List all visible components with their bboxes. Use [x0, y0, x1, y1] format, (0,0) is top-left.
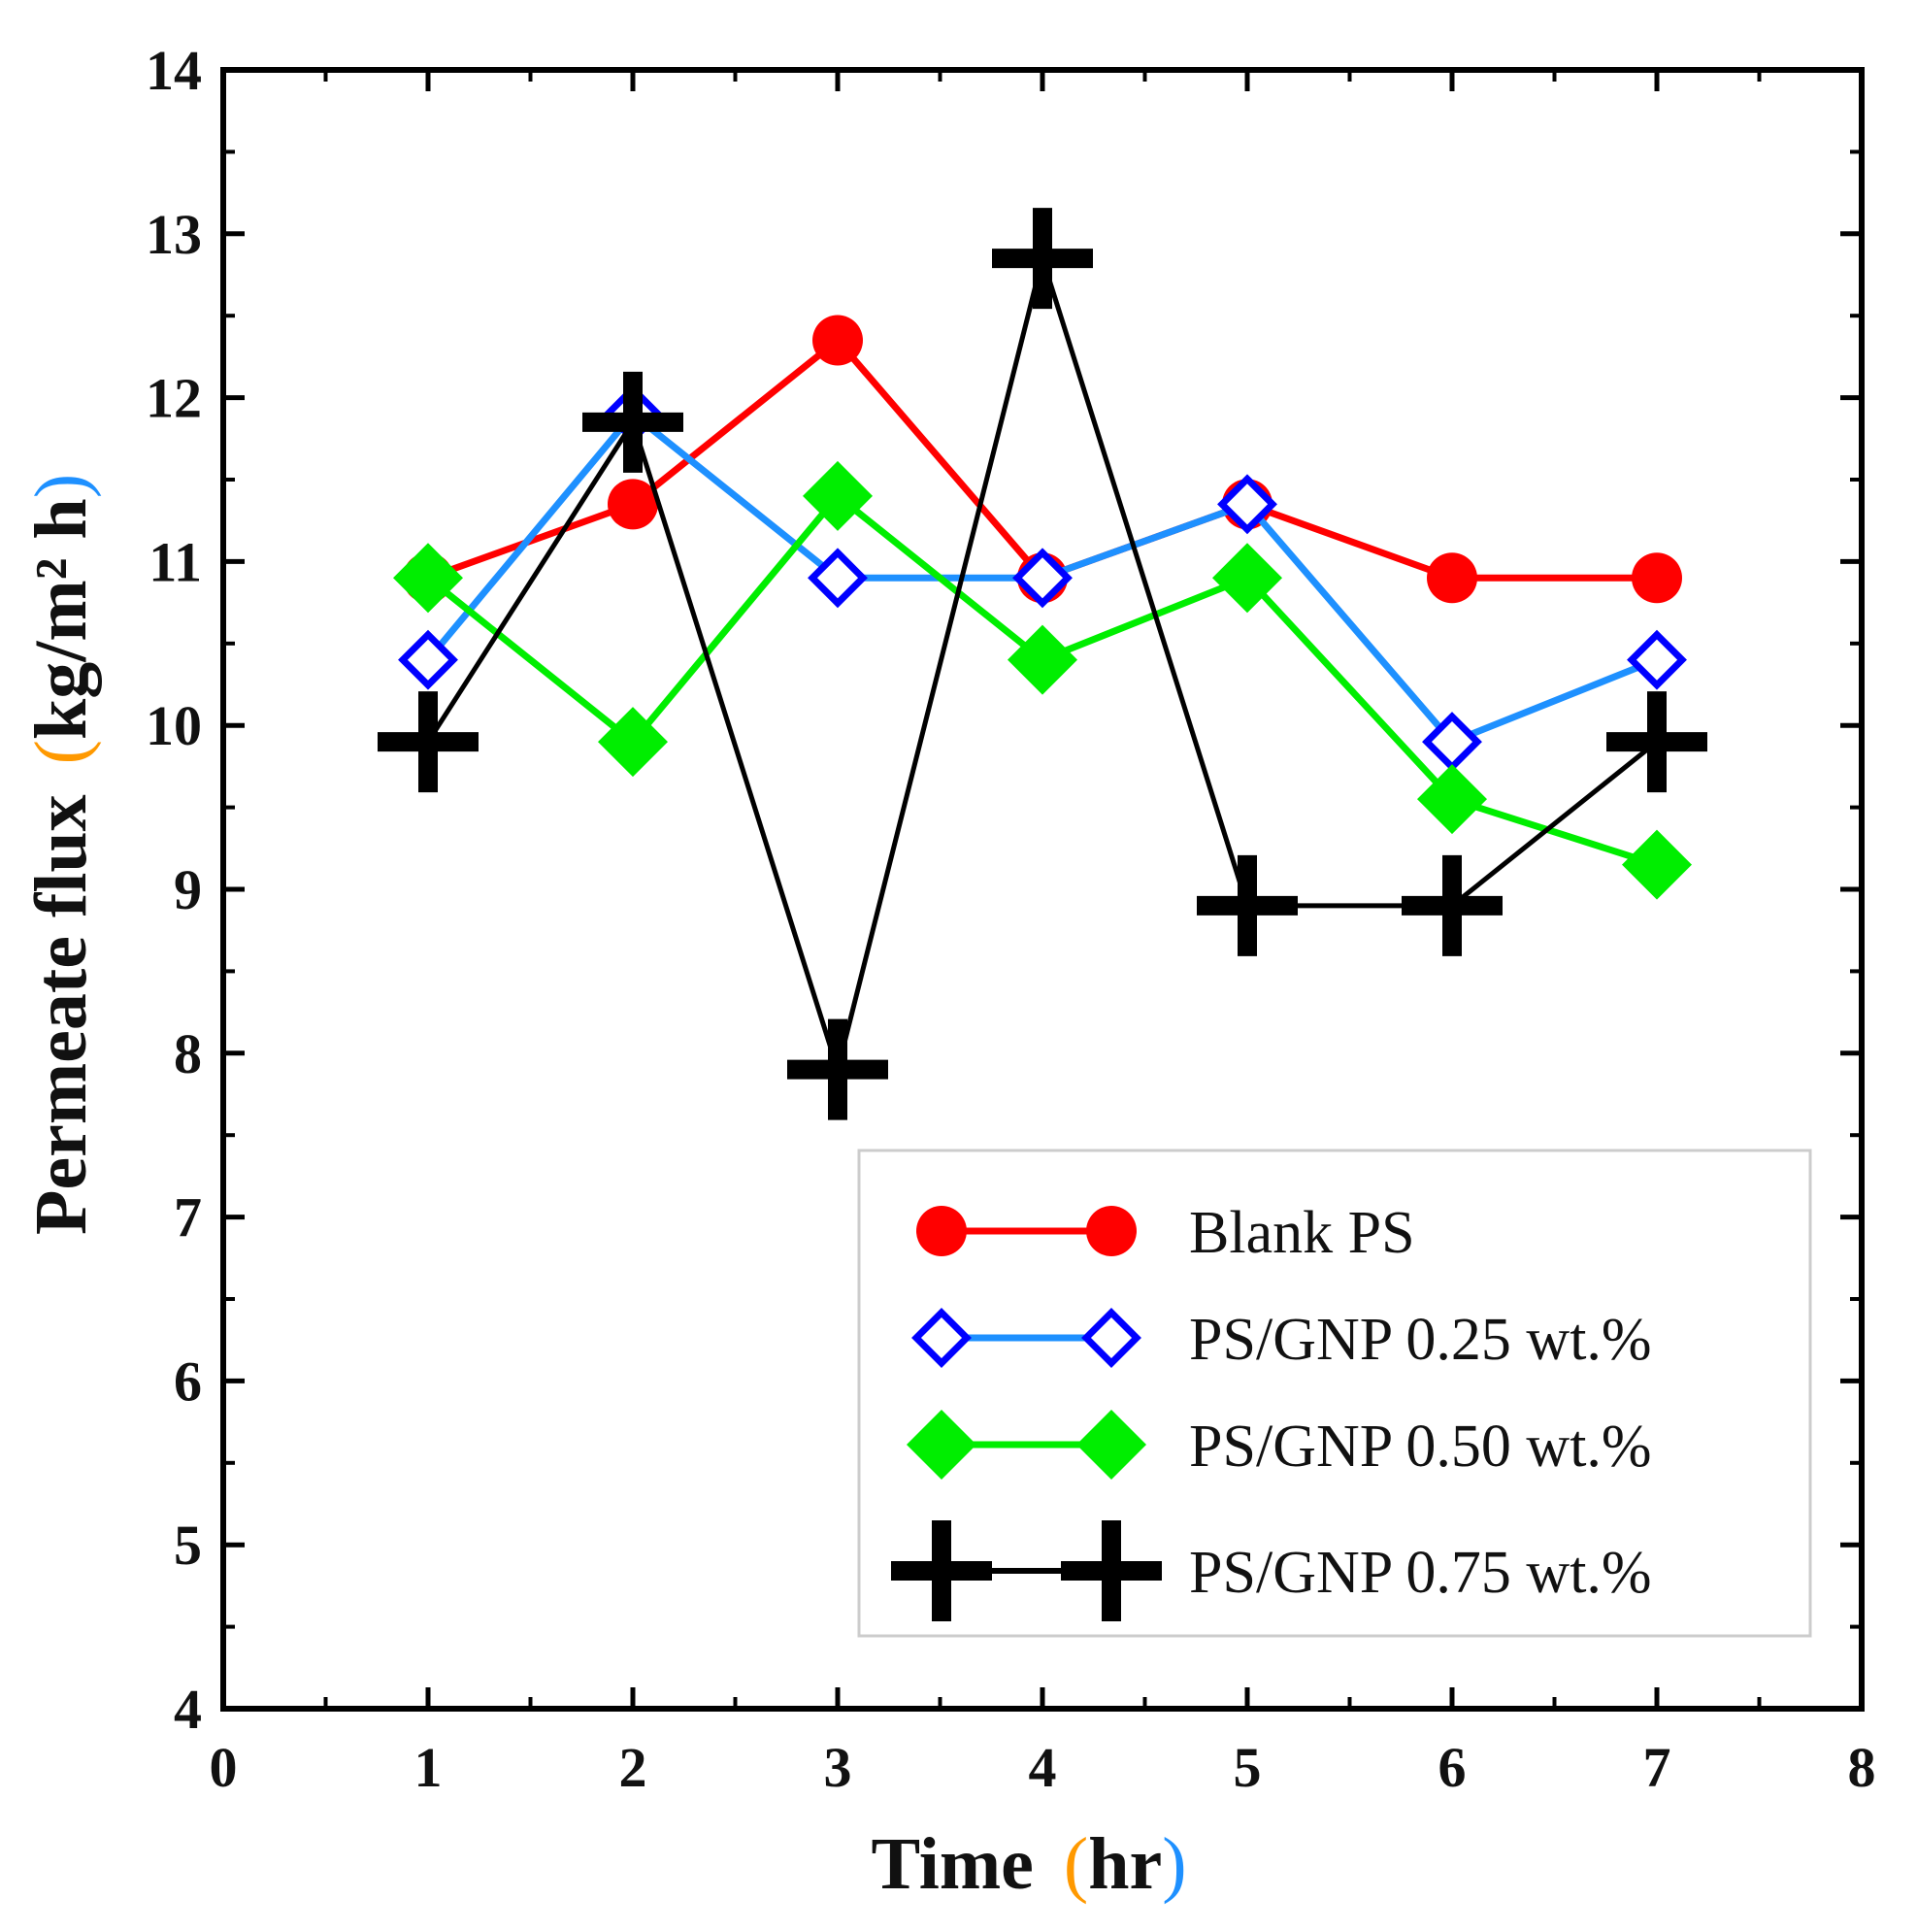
x-axis-label: Time — [871, 1823, 1033, 1905]
marker-diamond-open — [808, 548, 868, 609]
data-point — [598, 707, 668, 778]
data-point — [393, 543, 463, 614]
data-point — [1402, 854, 1503, 956]
legend-label: PS/GNP 0.75 wt.% — [1189, 1540, 1652, 1606]
data-point — [1008, 624, 1077, 695]
data-point — [378, 691, 479, 793]
marker-diamond — [1417, 764, 1487, 835]
series-3 — [393, 460, 1692, 900]
x-tick-label: 5 — [1234, 1736, 1262, 1799]
marker-circle — [812, 315, 863, 366]
x-tick-label: 8 — [1848, 1736, 1876, 1799]
data-point — [1217, 474, 1277, 535]
marker-diamond-open — [1217, 474, 1277, 535]
legend-item-1: Blank PS — [916, 1200, 1415, 1266]
legend-item-3: PS/GNP 0.50 wt.% — [907, 1410, 1652, 1480]
marker-diamond — [393, 543, 463, 614]
series-layer — [378, 208, 1707, 1120]
y-tick-label: 12 — [146, 367, 202, 430]
y-tick-label: 6 — [174, 1349, 202, 1413]
marker-circle — [1086, 1206, 1137, 1256]
data-point — [608, 479, 658, 530]
data-point — [812, 315, 863, 366]
data-point — [582, 371, 683, 473]
y-tick-label: 8 — [174, 1022, 202, 1085]
legend-label: Blank PS — [1189, 1200, 1415, 1266]
data-point — [803, 460, 873, 531]
series-4 — [378, 208, 1707, 1120]
data-point — [1197, 854, 1298, 956]
data-point — [787, 1018, 888, 1120]
marker-diamond — [803, 460, 873, 531]
data-point — [1606, 691, 1707, 793]
x-tick-label: 1 — [414, 1736, 443, 1799]
legend-label: PS/GNP 0.50 wt.% — [1189, 1414, 1652, 1480]
x-tick-label: 4 — [1029, 1736, 1057, 1799]
data-point — [1622, 829, 1692, 900]
y-axis-label: Permeate flux — [20, 794, 102, 1235]
y-tick-label: 4 — [174, 1678, 202, 1741]
marker-diamond — [907, 1410, 976, 1480]
marker-diamond — [1008, 624, 1077, 695]
marker-circle — [916, 1206, 967, 1256]
y-axis-title: Permeate flux (kg/m² h) — [20, 474, 102, 1235]
marker-diamond-open — [1012, 548, 1073, 609]
legend: Blank PS PS/GNP 0.25 wt.% PS/GNP 0.50 wt.%… — [857, 1149, 1812, 1638]
data-point — [808, 548, 868, 609]
x-axis-unit: hr — [1088, 1823, 1162, 1905]
marker-diamond — [1622, 829, 1692, 900]
series-line — [426, 335, 1657, 583]
x-tick-label: 0 — [210, 1736, 238, 1799]
x-tick-label: 7 — [1643, 1736, 1671, 1799]
data-point — [1632, 552, 1682, 604]
marker-diamond — [1212, 543, 1282, 614]
marker-diamond — [1076, 1410, 1146, 1480]
marker-diamond — [598, 707, 668, 778]
y-tick-label: 7 — [174, 1186, 202, 1249]
y-tick-label: 5 — [174, 1514, 202, 1577]
marker-circle — [1632, 552, 1682, 604]
marker-diamond-open — [398, 629, 458, 690]
data-point — [1627, 629, 1687, 690]
data-point — [1427, 552, 1477, 604]
marker-diamond-open — [1081, 1308, 1141, 1368]
legend-label: PS/GNP 0.25 wt.% — [1189, 1307, 1652, 1373]
x-axis-title: Time (hr) — [871, 1823, 1186, 1905]
x-tick-label: 2 — [619, 1736, 647, 1799]
legend-item-4: PS/GNP 0.75 wt.% — [891, 1520, 1652, 1621]
y-tick-label: 13 — [146, 203, 202, 266]
y-tick-label: 14 — [146, 39, 202, 102]
data-point — [398, 629, 458, 690]
marker-circle — [1427, 552, 1477, 604]
x-tick-label: 3 — [824, 1736, 852, 1799]
x-tick-label: 6 — [1438, 1736, 1467, 1799]
data-point — [992, 208, 1093, 310]
data-point — [1212, 543, 1282, 614]
legend-items: Blank PS PS/GNP 0.25 wt.% PS/GNP 0.50 wt.%… — [891, 1200, 1652, 1621]
y-tick-label: 10 — [146, 694, 202, 757]
data-point — [1417, 764, 1487, 835]
marker-circle — [608, 479, 658, 530]
y-axis-unit: kg/m² h — [20, 498, 102, 740]
marker-diamond-open — [1627, 629, 1687, 690]
y-tick-label: 11 — [149, 530, 202, 593]
y-tick-label: 9 — [174, 858, 202, 921]
data-point — [1012, 548, 1073, 609]
marker-diamond-open — [911, 1308, 972, 1368]
legend-item-2: PS/GNP 0.25 wt.% — [911, 1307, 1652, 1373]
plot-frame — [220, 67, 1865, 1712]
